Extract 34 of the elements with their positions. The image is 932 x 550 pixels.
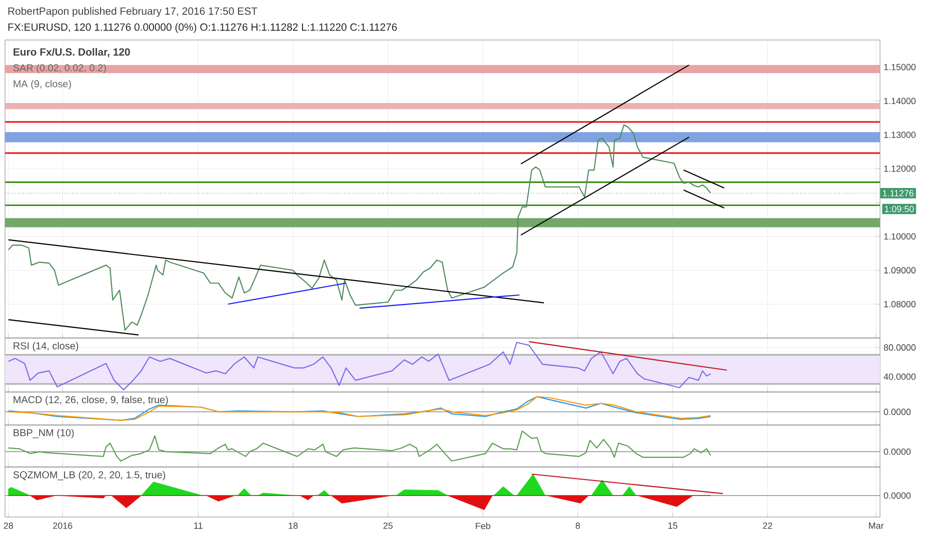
annotation: MA (9, close) — [14, 80, 71, 90]
y-tick-label: 1.08000 — [884, 300, 916, 308]
chart-title: FX:EURUSD, 120 1.11276 0.00000 (0%) O:1.11276 H:1.11282 L:1.11220 C:1.11276 — [8, 23, 397, 33]
chart-title: SQZMOM_LB (20, 2, 20, 1.5, true) — [13, 471, 166, 480]
chart-title: MACD (12, 26, close, 9, false, true) — [14, 396, 168, 406]
y-tick-label: 80.0000 — [884, 344, 916, 351]
x-tick-label: 2016 — [53, 522, 72, 529]
x-tick-label: Feb — [476, 522, 490, 530]
chart-title: BBP_NM (10) — [14, 428, 74, 438]
annotation: SAR (0.02, 0.02, 0.2) — [13, 64, 106, 74]
y-tick-label: 1.15000 — [884, 64, 916, 70]
y-tick-label: 40.0000 — [884, 373, 916, 380]
text: 1:09:50 — [884, 206, 914, 212]
line-series — [8, 342, 712, 390]
y-tick-label: 1.09000 — [884, 267, 916, 274]
text: RobertPapon published February 17, 2016 17:50 EST — [8, 7, 258, 17]
x-tick-label: 28 — [4, 522, 13, 529]
x-tick-label: 18 — [288, 522, 298, 529]
x-tick-label: Mar — [869, 522, 884, 529]
text: 0.0000 — [884, 448, 911, 455]
ref-line-label: 1.11276 — [882, 190, 914, 196]
y-tick-label: 1.10000 — [884, 233, 916, 240]
y-tick-label: 1.12000 — [884, 166, 916, 172]
text: Euro Fx/U.S. Dollar, 120 — [14, 48, 130, 58]
y-tick-label: 1.14000 — [884, 98, 916, 104]
x-tick-label: 11 — [194, 522, 202, 529]
x-tick-label: 22 — [763, 522, 772, 529]
x-tick-label: 15 — [668, 522, 678, 529]
y-tick-label: 1.13000 — [884, 132, 916, 138]
x-tick-label: 8 — [576, 522, 580, 529]
text: 0.0000 — [884, 408, 911, 416]
x-tick-label: 25 — [383, 522, 393, 529]
chart-title: RSI (14, close) — [14, 342, 78, 352]
text: 0.0000 — [884, 492, 911, 499]
